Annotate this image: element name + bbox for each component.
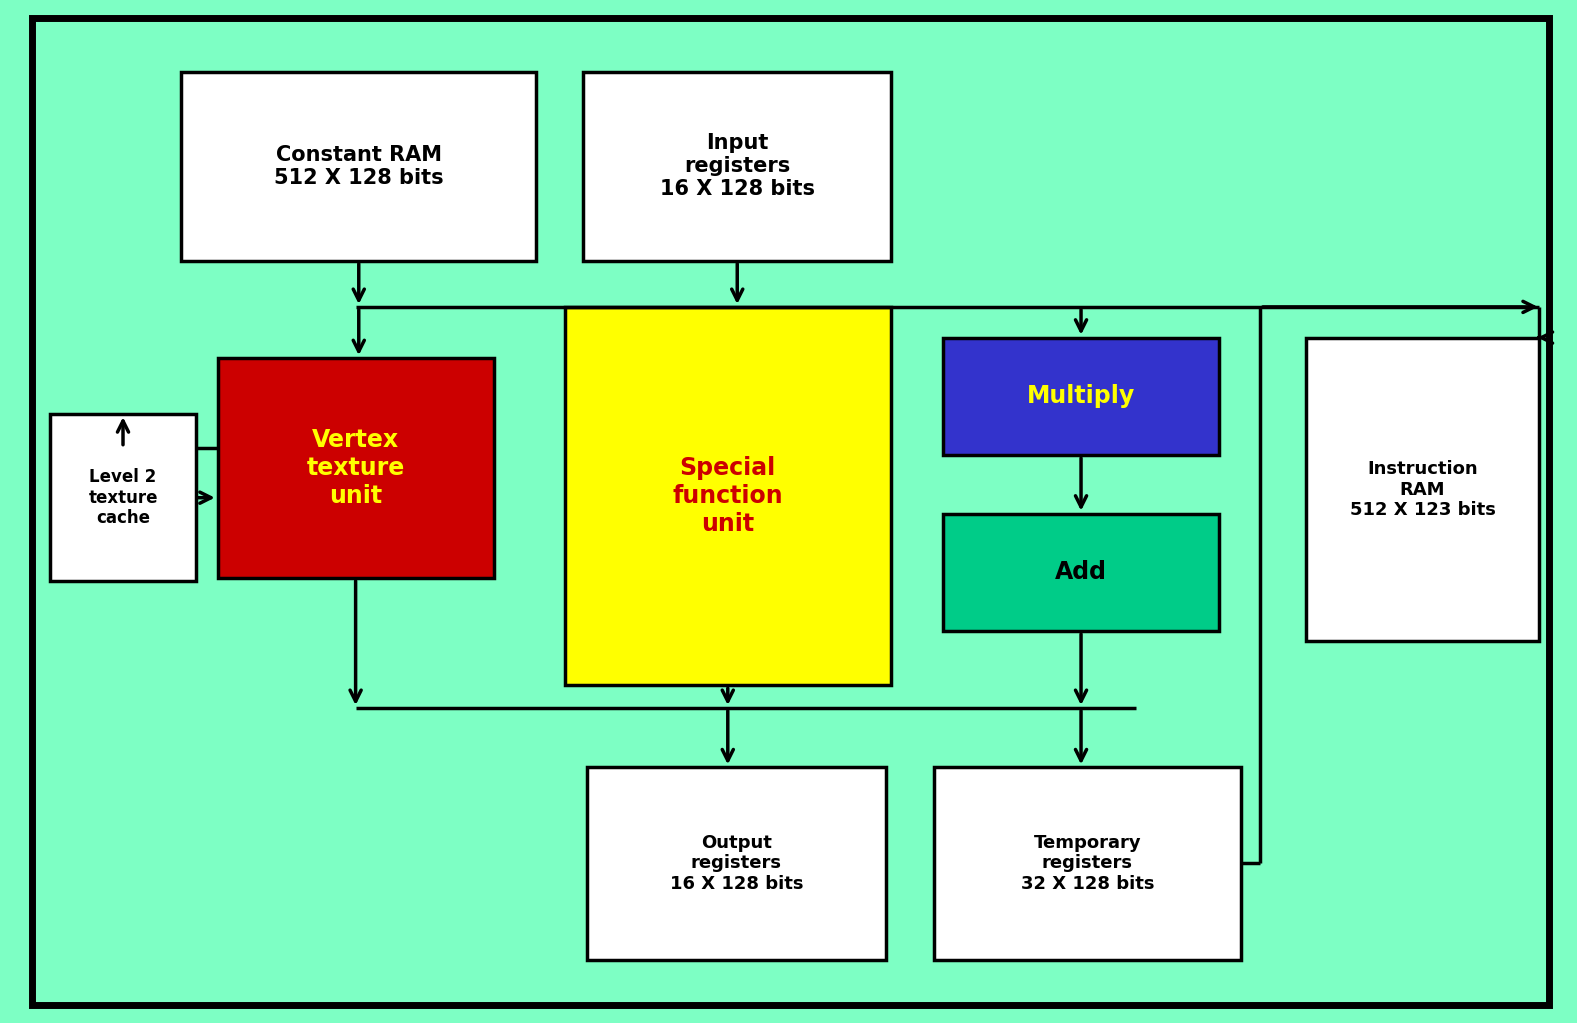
Text: Instruction
RAM
512 X 123 bits: Instruction RAM 512 X 123 bits	[1350, 459, 1495, 520]
Bar	[50, 414, 196, 581]
Text: Temporary
registers
32 X 128 bits: Temporary registers 32 X 128 bits	[1020, 834, 1154, 893]
Bar	[587, 767, 886, 960]
Bar	[181, 72, 536, 261]
Text: Input
registers
16 X 128 bits: Input registers 16 X 128 bits	[659, 133, 815, 199]
Bar	[943, 514, 1219, 631]
Bar	[943, 338, 1219, 455]
Bar	[934, 767, 1241, 960]
Text: Special
function
unit: Special function unit	[672, 456, 784, 536]
Bar	[565, 307, 891, 685]
Bar	[218, 358, 494, 578]
Text: Output
registers
16 X 128 bits: Output registers 16 X 128 bits	[670, 834, 803, 893]
Text: Level 2
texture
cache: Level 2 texture cache	[88, 468, 158, 528]
Text: Constant RAM
512 X 128 bits: Constant RAM 512 X 128 bits	[274, 144, 443, 188]
Text: Add: Add	[1055, 561, 1107, 584]
Bar	[583, 72, 891, 261]
Text: Multiply: Multiply	[1027, 385, 1135, 408]
Bar	[1306, 338, 1539, 641]
Text: Vertex
texture
unit: Vertex texture unit	[306, 429, 405, 507]
